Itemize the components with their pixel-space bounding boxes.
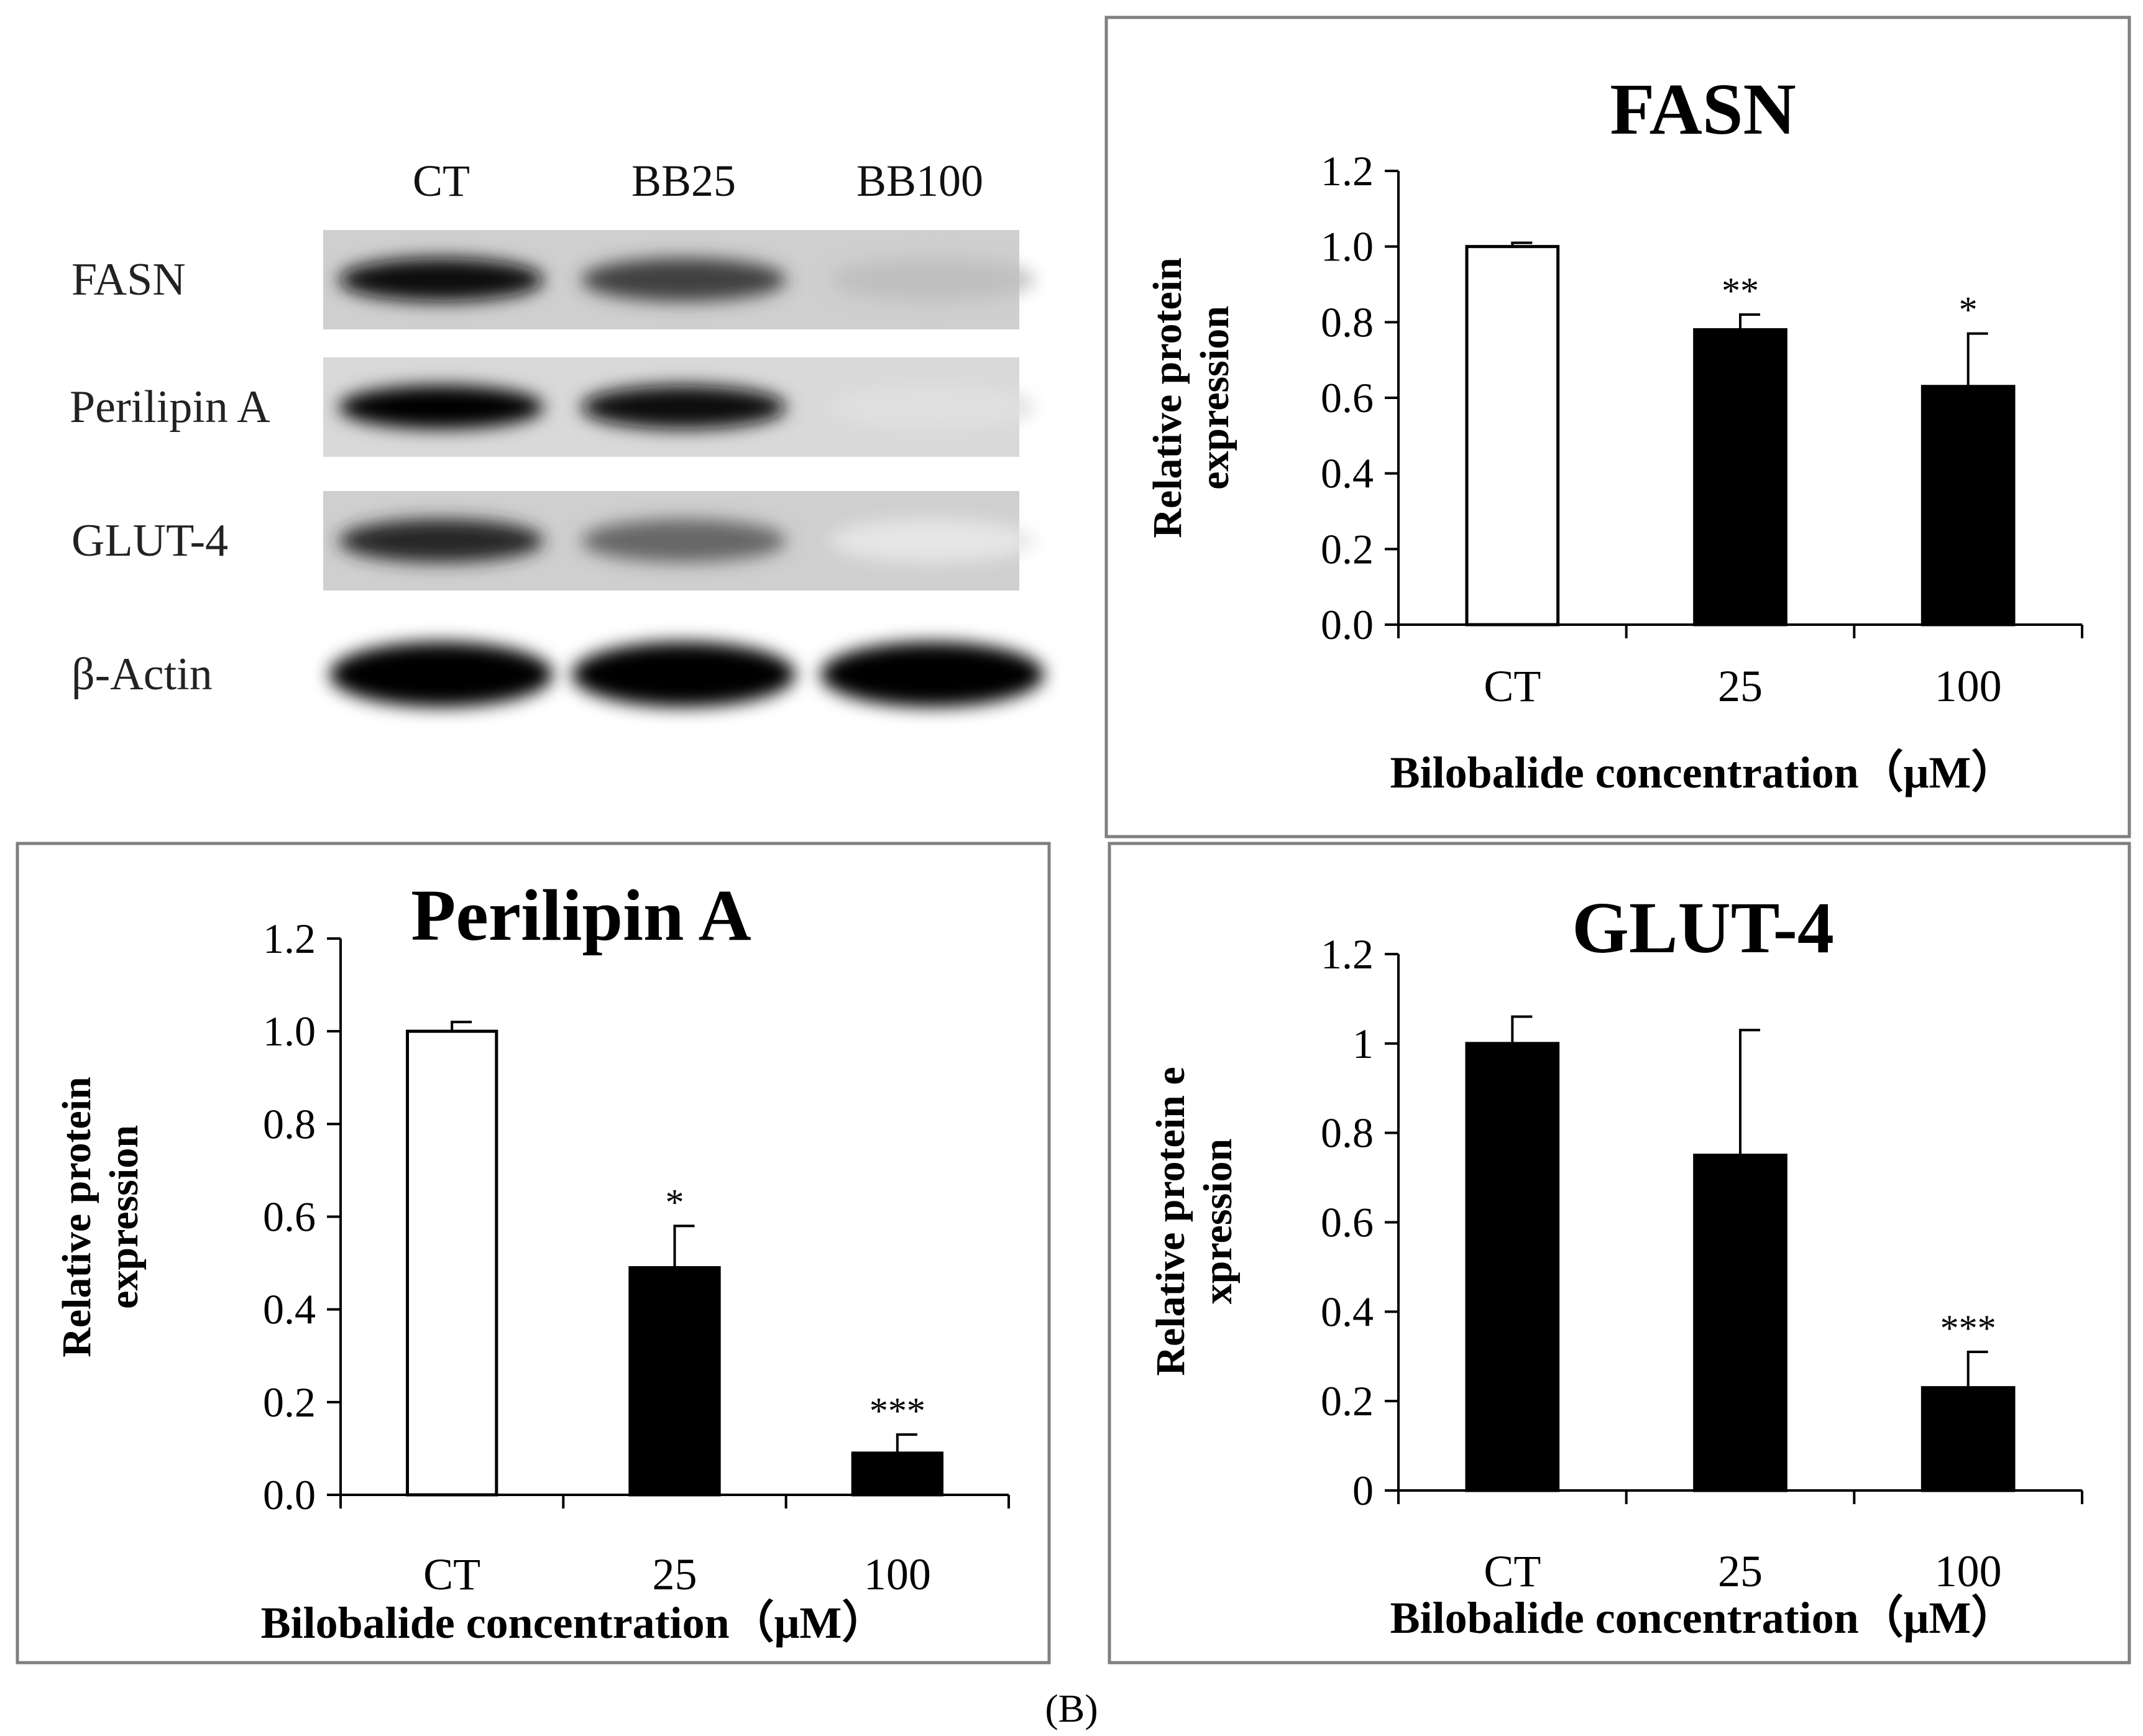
chart-title: GLUT-4 (1572, 887, 1834, 968)
significance-label: *** (870, 1390, 925, 1431)
y-tick-label: 0.8 (1321, 1109, 1374, 1157)
y-tick-label: 0.8 (263, 1100, 316, 1147)
y-tick-label: 0.2 (1321, 525, 1374, 572)
y-tick-label: 1.0 (1321, 223, 1374, 270)
x-category-label: 100 (1935, 661, 2002, 711)
y-tick-label: 0.2 (263, 1379, 316, 1426)
y-axis-title: Relative proteinexpression (54, 1077, 147, 1357)
x-category-label: 100 (1935, 1546, 2002, 1596)
bar-25 (1693, 1154, 1787, 1492)
y-tick-label: 1 (1352, 1020, 1374, 1067)
blot-band (572, 641, 796, 707)
bar-25 (628, 1266, 721, 1497)
figure-caption: (B) (1045, 1686, 1098, 1730)
significance-label: *** (1940, 1308, 1996, 1349)
y-tick-label: 0.4 (1321, 1288, 1374, 1335)
bar-100 (851, 1451, 943, 1497)
y-axis-title-line: expression (1192, 306, 1237, 490)
x-category-label: CT (1484, 661, 1541, 711)
y-axis-title-line: Relative protein e (1148, 1067, 1193, 1375)
x-category-label: 25 (653, 1550, 697, 1599)
x-category-label: CT (1484, 1546, 1541, 1596)
bar-100 (1920, 385, 2016, 627)
blot-band (581, 519, 786, 563)
blot-row-perilipin-a: Perilipin A (70, 357, 1035, 457)
blot-band (581, 385, 786, 429)
blot-lane-label-bb100: BB100 (856, 156, 983, 206)
x-category-label: 25 (1718, 1546, 1763, 1596)
blot-band (830, 519, 1035, 563)
bar-ct (1465, 245, 1560, 627)
y-tick-label: 1.2 (1321, 930, 1374, 978)
y-tick-label: 0.4 (263, 1286, 316, 1333)
y-tick-label: 0.2 (1321, 1377, 1374, 1425)
y-tick-label: 1.2 (1321, 147, 1374, 195)
y-tick-label: 0.0 (1321, 601, 1374, 648)
y-tick-label: 0.6 (1321, 1199, 1374, 1246)
western-blot-panel: CT BB25 BB100 FASN Perilipin A GLUT-4 β-Actin (70, 156, 1044, 707)
significance-label: * (1959, 290, 1978, 331)
chart-frame (1108, 842, 2131, 1665)
y-tick-label: 0.6 (1321, 374, 1374, 421)
y-axis-title: Relative proteinexpression (1145, 257, 1237, 538)
blot-row-label: FASN (71, 254, 186, 305)
blot-rows: FASN Perilipin A GLUT-4 β-Actin (70, 230, 1044, 707)
y-tick-label: 0.8 (1321, 298, 1374, 346)
perilipin-a-chart-panel: Perilipin A Relative proteinexpression 0.0… (16, 842, 1051, 1665)
y-axis-title-line: Relative protein (1145, 257, 1190, 538)
blot-row-glut-4: GLUT-4 (71, 491, 1035, 590)
x-axis-title: Bilobalide concentration（μM） (1390, 748, 2016, 797)
x-axis-title: Bilobalide concentration（μM） (1390, 1593, 2016, 1643)
bar-25 (1693, 328, 1787, 627)
blot-row-label: β-Actin (71, 649, 213, 700)
x-axis-title: Bilobalide concentration（μM） (261, 1598, 887, 1648)
y-axis-title-line: Relative protein (54, 1077, 99, 1357)
blot-row-fasn: FASN (71, 230, 1035, 329)
x-category-label: 25 (1718, 661, 1763, 711)
chart-title: FASN (1610, 68, 1796, 150)
blot-band (581, 258, 786, 301)
y-tick-label: 0.4 (1321, 450, 1374, 497)
blot-band (820, 641, 1044, 707)
blot-lane-headers: CT BB25 BB100 (413, 156, 983, 206)
blot-band (339, 519, 544, 563)
blot-lane-label-ct: CT (413, 156, 470, 206)
blot-lane-label-bb25: BB25 (631, 156, 736, 206)
blot-row-actin: β-Actin (71, 641, 1044, 707)
fasn-chart-panel: FASN Relative proteinexpression 0.0 0.2 0.4 0… (1104, 16, 2131, 838)
blot-band (339, 258, 544, 301)
y-tick-label: 1.2 (263, 915, 316, 962)
bar-ct (406, 1029, 498, 1497)
blot-band (339, 385, 544, 429)
chart-title: Perilipin A (411, 875, 751, 956)
blot-band (830, 385, 1035, 429)
bar-ct (1465, 1042, 1560, 1492)
y-axis-title-line: xpression (1195, 1139, 1241, 1305)
y-tick-label: 1.0 (263, 1008, 316, 1055)
y-axis-title: Relative protein expression (1148, 1067, 1241, 1375)
blot-row-label: GLUT-4 (71, 515, 228, 566)
blot-band (329, 641, 553, 707)
x-category-label: 100 (864, 1550, 931, 1599)
y-tick-label: 0.6 (263, 1193, 316, 1241)
chart-frame (1104, 16, 2131, 838)
significance-label: ** (1722, 270, 1759, 311)
bar-100 (1920, 1386, 2016, 1492)
x-category-label: CT (423, 1550, 480, 1599)
y-tick-label: 0 (1352, 1467, 1374, 1514)
glut-4-chart-panel: GLUT-4 Relative protein expression 0 0.2 0.4… (1108, 842, 2131, 1665)
y-tick-label: 0.0 (263, 1471, 316, 1518)
blot-band (830, 258, 1035, 301)
chart-frame (16, 842, 1051, 1665)
blot-row-label: Perilipin A (70, 382, 270, 433)
y-axis-title-line: expression (101, 1125, 147, 1309)
significance-label: * (666, 1182, 684, 1223)
